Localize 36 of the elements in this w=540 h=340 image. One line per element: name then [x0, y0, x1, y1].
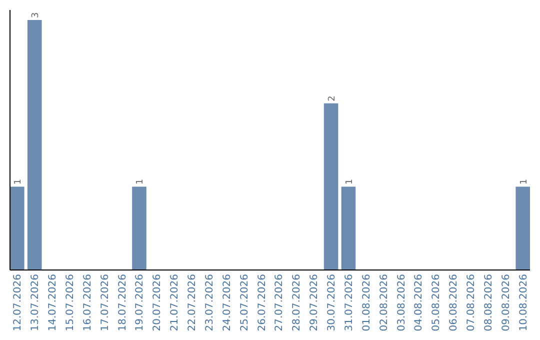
x-tick-label: 03.08.2026 [396, 274, 408, 332]
x-tick-label: 18.07.2026 [117, 274, 128, 332]
x-tick-label: 15.07.2026 [64, 274, 76, 332]
x-tick-label: 23.07.2026 [204, 274, 216, 332]
x-tick-label: 19.07.2026 [134, 274, 146, 332]
data-label: 1 [519, 178, 530, 185]
data-label: 1 [14, 178, 24, 185]
x-tick-label: 22.07.2026 [187, 274, 198, 332]
x-tick-label: 08.08.2026 [483, 274, 494, 332]
x-tick-label: 09.08.2026 [500, 274, 512, 332]
x-tick-label: 28.07.2026 [292, 274, 303, 332]
x-tick-label: 01.08.2026 [361, 274, 372, 332]
x-tick-label: 29.07.2026 [309, 274, 320, 332]
x-tick-label: 31.07.2026 [344, 274, 355, 332]
x-tick-label: 16.07.2026 [82, 274, 94, 332]
x-tick-label: 06.08.2026 [448, 274, 460, 332]
x-tick-label: 25.07.2026 [239, 274, 250, 332]
x-tick-label: 24.07.2026 [222, 274, 233, 332]
x-tick-label: 12.07.2026 [12, 274, 24, 332]
x-tick-label: 04.08.2026 [414, 274, 425, 332]
x-tick-label: 26.07.2026 [256, 274, 268, 332]
x-tick-label: 27.07.2026 [274, 274, 286, 332]
data-label: 1 [136, 178, 146, 185]
x-tick-label: 20.07.2026 [152, 274, 164, 332]
x-tick-label: 17.07.2026 [100, 274, 111, 332]
data-label: 2 [328, 96, 338, 102]
x-tick-label: 13.07.2026 [30, 274, 42, 332]
x-tick-label: 02.08.2026 [378, 274, 390, 332]
x-tick-label: 10.08.2026 [518, 274, 530, 332]
x-tick-label: 30.07.2026 [326, 274, 338, 332]
data-label: 3 [31, 12, 42, 18]
x-tick-label: 14.07.2026 [48, 274, 59, 332]
x-tick-label: 07.08.2026 [466, 274, 478, 332]
x-tick-label: 21.07.2026 [170, 274, 181, 332]
x-tick-label: 05.08.2026 [431, 274, 442, 332]
data-label: 1 [344, 178, 355, 185]
